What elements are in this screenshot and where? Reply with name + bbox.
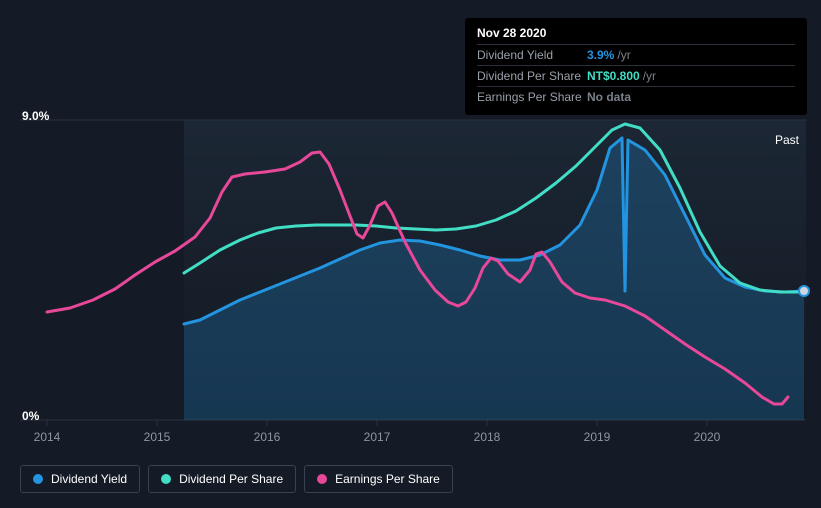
x-tick-label: 2017	[357, 430, 397, 444]
legend-item[interactable]: Dividend Yield	[20, 465, 140, 493]
tooltip-row-value: 3.9%	[587, 48, 614, 62]
legend-swatch-icon	[33, 474, 43, 484]
tooltip-row-label: Earnings Per Share	[477, 90, 587, 104]
y-axis-max-label: 9.0%	[22, 109, 49, 123]
legend-item-label: Dividend Yield	[51, 472, 127, 486]
x-tick-label: 2016	[247, 430, 287, 444]
chart-tooltip: Nov 28 2020 Dividend Yield3.9%/yrDividen…	[465, 18, 807, 115]
legend-swatch-icon	[161, 474, 171, 484]
x-tick-label: 2015	[137, 430, 177, 444]
tooltip-row: Dividend Yield3.9%/yr	[477, 44, 795, 65]
tooltip-row: Earnings Per ShareNo data	[477, 86, 795, 107]
tooltip-row-suffix: /yr	[617, 48, 630, 62]
x-tick-label: 2019	[577, 430, 617, 444]
legend-item-label: Earnings Per Share	[335, 472, 440, 486]
legend-item-label: Dividend Per Share	[179, 472, 283, 486]
legend-swatch-icon	[317, 474, 327, 484]
tooltip-row: Dividend Per ShareNT$0.800/yr	[477, 65, 795, 86]
dividend-chart: 9.0% 0% Past 2014 2015 2016 2017 2018 2019 202…	[0, 0, 821, 508]
chart-legend: Dividend Yield Dividend Per Share Earnings…	[20, 465, 453, 493]
y-axis-min-label: 0%	[22, 409, 39, 423]
legend-item[interactable]: Dividend Per Share	[148, 465, 296, 493]
tooltip-row-value: No data	[587, 90, 631, 104]
tooltip-row-label: Dividend Yield	[477, 48, 587, 62]
x-tick-label: 2018	[467, 430, 507, 444]
tooltip-row-suffix: /yr	[643, 69, 656, 83]
legend-item[interactable]: Earnings Per Share	[304, 465, 453, 493]
tooltip-row-value: NT$0.800	[587, 69, 640, 83]
x-tick-label: 2014	[27, 430, 67, 444]
past-label: Past	[775, 133, 799, 147]
tooltip-date: Nov 28 2020	[477, 26, 795, 44]
x-tick-label: 2020	[687, 430, 727, 444]
tooltip-row-label: Dividend Per Share	[477, 69, 587, 83]
